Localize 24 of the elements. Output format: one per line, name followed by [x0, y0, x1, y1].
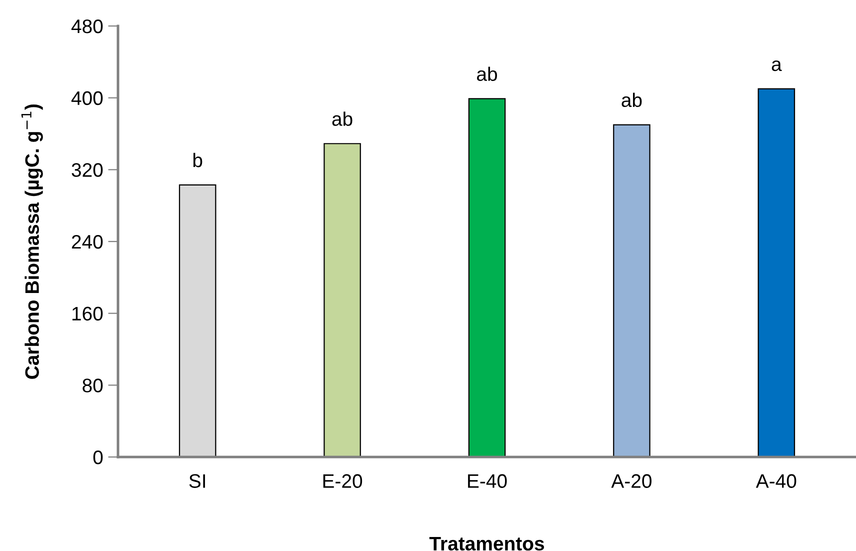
x-tick-label: E-20: [323, 474, 362, 488]
annotation: b: [193, 152, 202, 168]
x-tick-label: E-40: [468, 474, 507, 488]
annotation: ab: [332, 112, 352, 126]
y-tick-label: 240: [72, 234, 103, 249]
y-tick-label: 480: [71, 19, 103, 34]
y-tick-label: 400: [71, 91, 103, 106]
x-axis-title: Tratamentos: [429, 536, 544, 551]
x-tick-label: SI: [189, 474, 205, 488]
y-tick-label: 320: [72, 163, 103, 177]
y-tick-label: 160: [72, 306, 103, 321]
bar: [178, 184, 216, 457]
y-axis-title: Carbono Biomassa (µgC. g$^{−1}$): [21, 104, 43, 379]
x-tick-label: A-40: [756, 474, 796, 488]
y-tick-label: 80: [82, 378, 103, 392]
bar: [468, 98, 506, 457]
bar: [758, 88, 796, 457]
bar: [613, 124, 650, 457]
annotation: ab: [622, 92, 642, 108]
annotation: ab: [477, 66, 497, 81]
y-tick-label: 0: [93, 450, 103, 464]
bar: [324, 143, 361, 457]
annotation: a: [772, 60, 782, 72]
x-tick-label: A-20: [611, 474, 652, 488]
